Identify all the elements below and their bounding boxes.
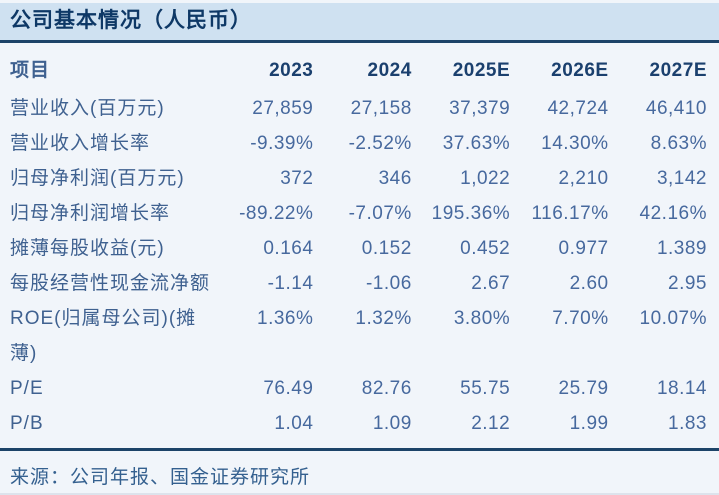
row-value: 195.36% <box>431 203 511 224</box>
row-value: 1.389 <box>656 238 707 259</box>
financials-table: 项目 2023 2024 2025E 2026E 2027E 营业收入(百万元)… <box>0 56 719 441</box>
row-value: -7.07% <box>348 203 412 224</box>
row-label: 摊薄每股收益(元) <box>10 238 165 259</box>
row-value: 8.63% <box>650 133 707 154</box>
row-value: 3,142 <box>656 168 707 189</box>
table-row: P/B 1.04 1.09 2.12 1.99 1.83 <box>10 406 707 441</box>
row-value: -1.06 <box>365 273 412 294</box>
row-value: 2.12 <box>471 413 511 434</box>
column-header-2027e: 2027E <box>649 60 707 81</box>
row-value: 1.09 <box>372 413 412 434</box>
row-value: 0.152 <box>361 238 412 259</box>
row-value: 37,379 <box>449 98 511 119</box>
row-value: 0.164 <box>263 238 314 259</box>
row-value: -2.52% <box>348 133 412 154</box>
row-value: 42.16% <box>639 203 707 224</box>
row-label: 营业收入(百万元) <box>10 98 165 119</box>
row-value: 25.79 <box>558 378 609 399</box>
row-value: 0.977 <box>558 238 609 259</box>
table-row: 每股经营性现金流净额 -1.14 -1.06 2.67 2.60 2.95 <box>10 266 707 301</box>
row-value: 1,022 <box>460 168 511 189</box>
row-value: -1.14 <box>267 273 314 294</box>
table-row: 营业收入(百万元) 27,859 27,158 37,379 42,724 46,410 <box>10 91 707 126</box>
row-value: 55.75 <box>460 378 511 399</box>
row-value: 2.95 <box>668 273 707 294</box>
row-value: 76.49 <box>263 378 314 399</box>
row-value: 116.17% <box>531 203 609 224</box>
row-value: 18.14 <box>656 378 707 399</box>
row-value: 3.80% <box>453 308 511 329</box>
row-label: P/E <box>10 378 44 399</box>
row-label: 归母净利润增长率 <box>10 203 171 224</box>
row-value: 2,210 <box>558 168 609 189</box>
row-label: 归母净利润(百万元) <box>10 168 185 189</box>
row-value: 82.76 <box>361 378 412 399</box>
table-title: 公司基本情况（人民币） <box>10 9 252 32</box>
column-header-2024: 2024 <box>367 60 412 81</box>
row-value: -9.39% <box>250 133 314 154</box>
row-value: 37.63% <box>442 133 511 154</box>
row-label: P/B <box>10 413 44 434</box>
row-label: ROE(归属母公司)(摊薄) <box>10 308 197 364</box>
source-note: 来源：公司年报、国金证券研究所 <box>10 467 311 488</box>
table-header-row: 项目 2023 2024 2025E 2026E 2027E <box>10 56 707 86</box>
row-value: 1.99 <box>569 413 609 434</box>
table-bottom-divider <box>0 448 719 451</box>
row-value: -89.22% <box>239 203 314 224</box>
column-header-item: 项目 <box>10 60 51 81</box>
table-row: 归母净利润(百万元) 372 346 1,022 2,210 3,142 <box>10 161 707 196</box>
row-value: 14.30% <box>541 133 609 154</box>
row-value: 2.67 <box>471 273 511 294</box>
row-value: 1.32% <box>355 308 412 329</box>
row-value: 27,158 <box>350 98 412 119</box>
row-value: 2.60 <box>569 273 609 294</box>
column-header-2023: 2023 <box>269 60 314 81</box>
table-row: 摊薄每股收益(元) 0.164 0.152 0.452 0.977 1.389 <box>10 231 707 266</box>
row-value: 1.04 <box>274 413 314 434</box>
row-value: 7.70% <box>552 308 609 329</box>
column-header-2026e: 2026E <box>551 60 609 81</box>
table-row: P/E 76.49 82.76 55.75 25.79 18.14 <box>10 371 707 406</box>
row-value: 0.452 <box>460 238 511 259</box>
table-row: 归母净利润增长率 -89.22% -7.07% 195.36% 116.17% 42.16… <box>10 196 707 231</box>
row-value: 372 <box>280 168 314 189</box>
row-value: 42,724 <box>547 98 609 119</box>
row-value: 27,859 <box>252 98 314 119</box>
row-value: 46,410 <box>645 98 707 119</box>
row-value: 1.83 <box>668 413 707 434</box>
table-title-bar: 公司基本情况（人民币） <box>0 3 719 43</box>
row-value: 10.07% <box>639 308 707 329</box>
table-body: 营业收入(百万元) 27,859 27,158 37,379 42,724 46,410 营… <box>10 86 707 441</box>
table-row: 营业收入增长率 -9.39% -2.52% 37.63% 14.30% 8.63% <box>10 126 707 161</box>
column-header-2025e: 2025E <box>452 60 511 81</box>
row-value: 1.36% <box>257 308 314 329</box>
row-label: 每股经营性现金流净额 <box>10 273 211 294</box>
row-label: 营业收入增长率 <box>10 133 151 154</box>
table-row: ROE(归属母公司)(摊薄) 1.36% 1.32% 3.80% 7.70% 10.07% <box>10 301 707 371</box>
row-value: 346 <box>378 168 412 189</box>
